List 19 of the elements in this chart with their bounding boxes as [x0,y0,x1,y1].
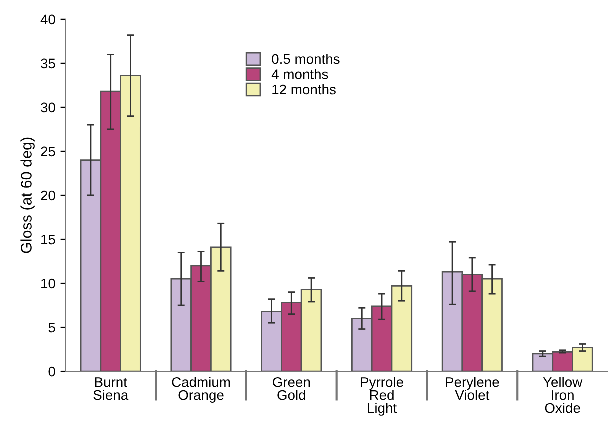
y-tick-label: 10 [42,278,56,289]
y-tick-label: 30 [41,102,56,113]
y-tick-label: 0 [48,366,56,377]
y-tick-label: 5 [48,322,56,333]
x-tick-label: Cadmium Orange [172,377,230,403]
legend-label: 12 months [272,84,336,95]
y-tick-label: 35 [41,58,56,69]
x-tick-label: Pyrrole Red Light [361,377,404,416]
y-tick-label: 20 [41,190,56,201]
legend-label: 4 months [272,69,328,80]
x-tick-label: Perylene Violet [446,377,500,400]
y-tick-label: 25 [41,146,56,157]
legend-label: 0.5 months [272,54,340,64]
x-tick-label: Green Gold [273,377,310,400]
x-tick-label: Yellow Iron Oxide [543,377,583,414]
x-tick-label: Burnt Siena [94,378,129,400]
y-tick-label: 15 [42,234,56,245]
y-axis-title: Gloss (at 60 deg) [20,138,35,254]
y-tick-label: 40 [40,14,56,25]
